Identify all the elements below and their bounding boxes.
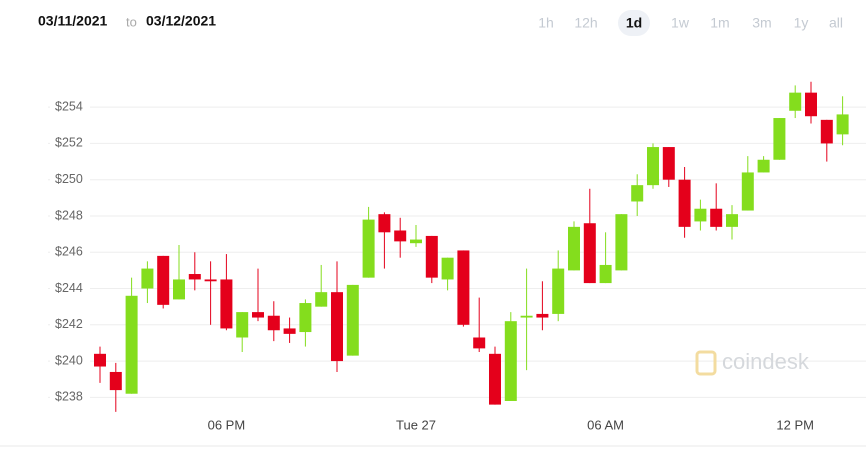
candle-body bbox=[552, 268, 565, 314]
candle-body bbox=[473, 337, 486, 349]
candle-body bbox=[615, 214, 628, 271]
candle-body bbox=[410, 239, 422, 244]
candle-body bbox=[741, 172, 754, 211]
y-tick-label: $252 bbox=[55, 136, 83, 150]
candle-body bbox=[188, 274, 201, 280]
y-label-bg bbox=[50, 207, 90, 224]
range-button[interactable]: 3m bbox=[752, 15, 771, 31]
range-button[interactable]: 1w bbox=[671, 15, 690, 31]
candle-body bbox=[694, 208, 707, 222]
date-separator: to bbox=[126, 14, 137, 29]
candle-body bbox=[252, 312, 264, 318]
candle-body bbox=[805, 92, 817, 117]
range-button[interactable]: 1m bbox=[710, 15, 729, 31]
candle-body bbox=[220, 279, 233, 329]
candle-body bbox=[520, 315, 533, 318]
date-to: 03/12/2021 bbox=[146, 13, 216, 29]
candle-body bbox=[283, 328, 296, 334]
candle-body bbox=[441, 257, 454, 280]
y-tick-label: $248 bbox=[55, 208, 83, 222]
candle-body bbox=[378, 214, 391, 233]
candle-body bbox=[536, 313, 549, 318]
y-label-bg bbox=[50, 280, 90, 297]
candle-body bbox=[346, 284, 359, 356]
candle-body bbox=[331, 292, 343, 362]
watermark-icon bbox=[695, 350, 717, 376]
y-tick-label: $242 bbox=[55, 317, 83, 331]
candle-body bbox=[362, 219, 375, 278]
y-tick-label: $244 bbox=[55, 281, 83, 295]
candle-body bbox=[678, 179, 691, 227]
candle-body bbox=[109, 371, 122, 391]
x-tick-label: 06 PM bbox=[208, 417, 246, 432]
candle-body bbox=[173, 279, 185, 300]
date-from: 03/11/2021 bbox=[38, 13, 108, 29]
y-label-bg bbox=[50, 353, 90, 370]
y-label-bg bbox=[50, 99, 90, 116]
candle-body bbox=[457, 250, 470, 325]
y-tick-label: $240 bbox=[55, 353, 83, 367]
candle-body bbox=[726, 214, 738, 227]
y-tick-label: $250 bbox=[55, 172, 83, 186]
y-label-bg bbox=[50, 316, 90, 333]
y-tick-label: $246 bbox=[55, 245, 83, 259]
candle-body bbox=[125, 295, 138, 394]
y-label-bg bbox=[50, 171, 90, 188]
range-active-bg bbox=[618, 10, 650, 36]
range-button[interactable]: 12h bbox=[574, 15, 597, 31]
range-button[interactable]: 1h bbox=[538, 15, 554, 31]
range-button[interactable]: all bbox=[829, 15, 843, 31]
candle-body bbox=[236, 312, 249, 338]
candle-body bbox=[789, 92, 802, 111]
y-label-bg bbox=[50, 389, 90, 406]
candle-body bbox=[94, 353, 106, 367]
x-tick-label: 06 AM bbox=[587, 417, 624, 432]
candle-body bbox=[662, 147, 675, 180]
candle-body bbox=[599, 264, 612, 284]
candle-body bbox=[568, 226, 580, 271]
candle-body bbox=[489, 353, 501, 405]
candle-body bbox=[315, 292, 328, 307]
watermark: coindesk bbox=[695, 349, 810, 376]
candle-body bbox=[836, 114, 849, 135]
candle-body bbox=[204, 279, 217, 282]
candle-body bbox=[820, 119, 833, 144]
candle-body bbox=[141, 268, 154, 289]
candle-body bbox=[299, 303, 312, 333]
range-button[interactable]: 1d bbox=[626, 15, 642, 31]
candle-body bbox=[583, 223, 596, 284]
y-label-bg bbox=[50, 135, 90, 152]
candle-body bbox=[267, 315, 280, 331]
candle-body bbox=[157, 255, 170, 305]
candle-body bbox=[504, 321, 517, 401]
watermark-text: coindesk bbox=[722, 349, 810, 374]
candle-body bbox=[394, 230, 407, 242]
candle-body bbox=[773, 118, 786, 160]
candle-body bbox=[631, 185, 644, 202]
y-label-bg bbox=[50, 244, 90, 261]
x-tick-label: Tue 27 bbox=[396, 417, 436, 432]
range-button[interactable]: 1y bbox=[794, 15, 809, 31]
candle-body bbox=[757, 159, 770, 173]
candle-body bbox=[647, 147, 659, 186]
x-tick-label: 12 PM bbox=[776, 417, 814, 432]
y-tick-label: $254 bbox=[55, 99, 83, 113]
candle-body bbox=[425, 235, 438, 278]
y-tick-label: $238 bbox=[55, 390, 83, 404]
candle-body bbox=[710, 208, 723, 227]
